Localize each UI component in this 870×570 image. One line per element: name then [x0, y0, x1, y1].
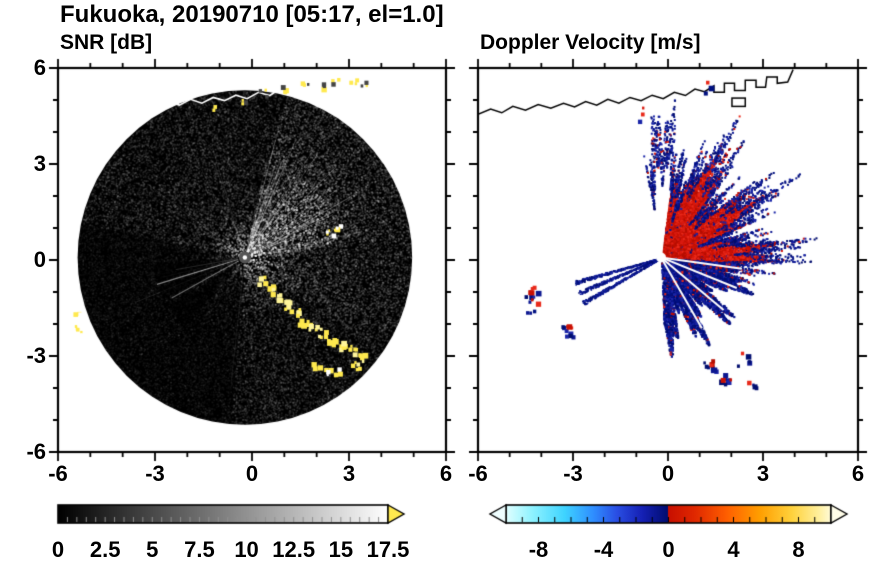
- velocity-x-tick-label: 0: [661, 461, 675, 486]
- y-tick-label: -3: [26, 343, 46, 368]
- snr-x-tick-label: -6: [48, 461, 68, 486]
- snr-x-tick-label: 6: [439, 461, 453, 486]
- velocity-colorbar-tick-label: 4: [727, 537, 740, 562]
- snr-x-tick-label: 3: [342, 461, 356, 486]
- velocity-panel-title: Doppler Velocity [m/s]: [480, 31, 701, 54]
- snr-colorbar-tick-label: 17.5: [366, 537, 410, 562]
- y-tick-label: 0: [33, 247, 46, 272]
- snr-radar-plot: [46, 56, 458, 464]
- velocity-colorbar-tick-label: 8: [792, 537, 805, 562]
- velocity-colorbar: [478, 498, 868, 528]
- velocity-colorbar-tick-label: -4: [593, 537, 614, 562]
- velocity-x-tick-label: -6: [468, 461, 488, 486]
- velocity-colorbar-tick-label: -8: [528, 537, 549, 562]
- snr-colorbar-tick-label: 0: [51, 537, 65, 562]
- snr-colorbar-tick-label: 15: [328, 537, 354, 562]
- velocity-colorbar-tick-label: 0: [662, 537, 675, 562]
- snr-colorbar-tick-label: 5: [146, 537, 159, 562]
- snr-colorbar-tick-label: 10: [234, 537, 259, 562]
- velocity-x-tick-label: 6: [851, 461, 865, 486]
- snr-colorbar-tick-label: 7.5: [184, 537, 215, 562]
- snr-x-tick-label: -3: [145, 461, 165, 486]
- snr-colorbar-tick-label: 2.5: [89, 537, 121, 562]
- figure-title: Fukuoka, 20190710 [05:17, el=1.0]: [60, 1, 444, 28]
- y-tick-label: 6: [33, 55, 46, 80]
- snr-colorbar-tick-label: 12.5: [272, 537, 316, 562]
- y-tick-label: -6: [26, 439, 46, 464]
- velocity-x-tick-label: 3: [756, 461, 770, 486]
- snr-colorbar: [48, 498, 420, 528]
- y-tick-label: 3: [33, 151, 46, 176]
- snr-x-tick-label: 0: [245, 461, 259, 486]
- doppler-velocity-radar-plot: [466, 56, 870, 464]
- velocity-x-tick-label: -3: [563, 461, 583, 486]
- snr-panel-title: SNR [dB]: [60, 31, 153, 54]
